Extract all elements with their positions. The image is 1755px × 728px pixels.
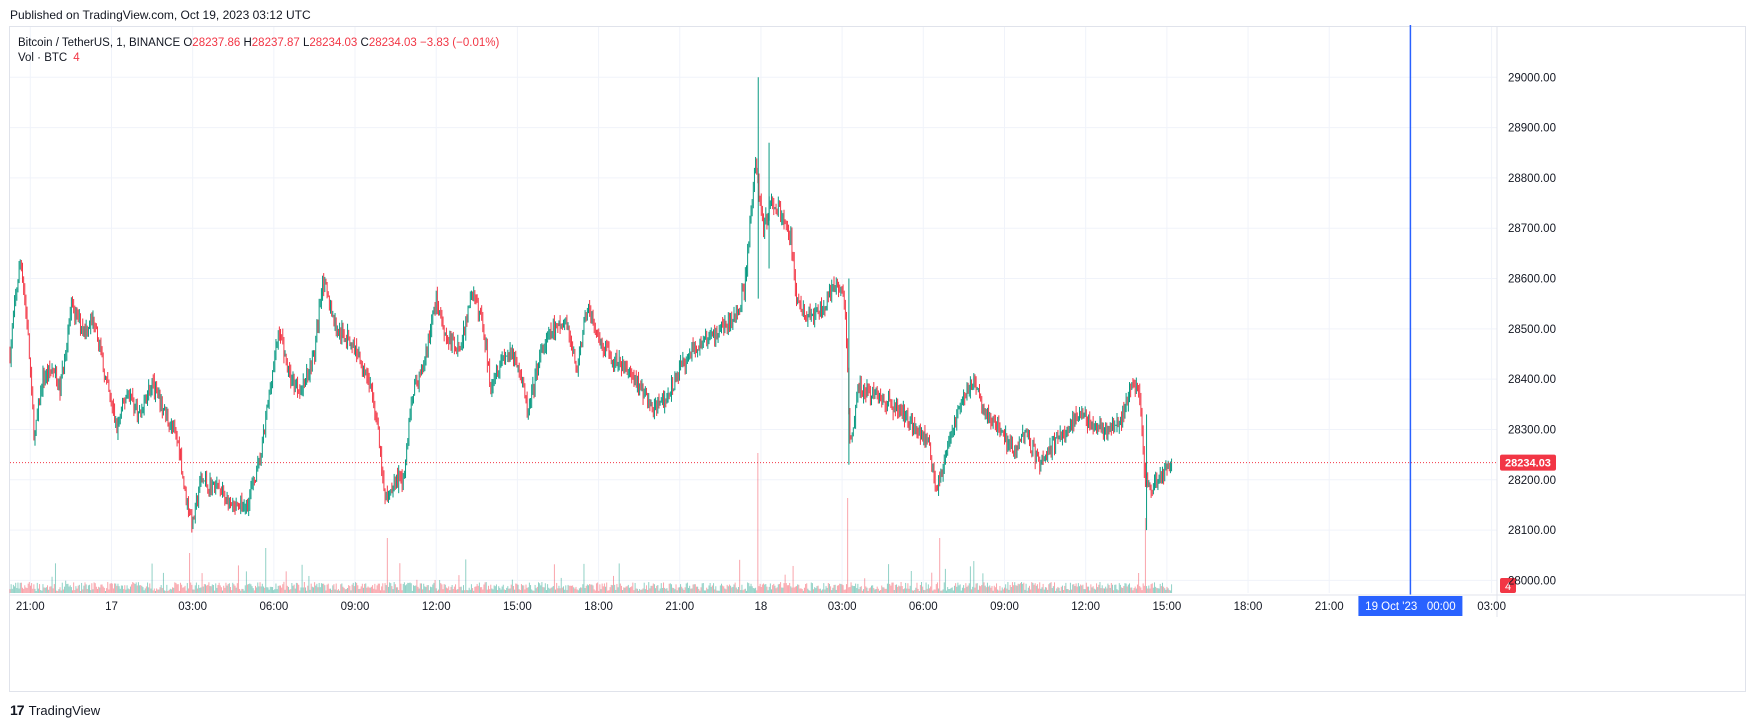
price-axis: 28000.00 28100.00 28200.00 28300.00 28400.00… [1496,26,1556,617]
last-price-badge [1500,454,1556,471]
x-tick-label: 06:00 [909,601,938,613]
symbol-legend: Bitcoin / TetherUS, 1, BINANCE O28237.86… [18,35,499,51]
brand-name: TradingView [28,702,101,718]
x-tick-label: 21:00 [16,601,45,613]
y-tick-label: 28800.00 [1508,173,1556,185]
x-tick-label: 21:00 [665,601,694,613]
y-tick-label: 28600.00 [1508,274,1556,286]
low-value: 28234.03 [309,37,358,49]
x-tick-label: 12:00 [422,601,451,613]
open-label: O [183,37,193,49]
x-tick-label: 09:00 [341,601,370,613]
grid-lines [10,27,1497,593]
y-tick-label: 28100.00 [1508,525,1556,537]
y-tick-label: 28000.00 [1508,575,1556,587]
x-tick-label: 18:00 [1234,601,1263,613]
y-tick-label: 28700.00 [1508,223,1556,235]
low-label: L [302,37,310,49]
candles [9,77,1173,533]
crosshair-time-label: 19 Oct '23 00:00 [1365,601,1455,613]
y-tick-label: 28400.00 [1508,374,1556,386]
high-label: H [243,37,252,49]
x-tick-label: 17 [105,601,118,613]
last-price-label: 28234.03 [1505,458,1551,470]
y-tick-label: 29000.00 [1508,72,1556,84]
high-value: 28237.87 [251,37,300,49]
close-label: C [360,37,369,49]
crosshair-time-badge [1358,596,1463,616]
published-note: Published on TradingView.com, Oct 19, 20… [10,8,311,22]
y-tick-label: 28900.00 [1508,123,1556,135]
x-tick-label: 03:00 [178,601,207,613]
symbol-name: Bitcoin / TetherUS, 1, BINANCE [18,37,181,49]
volume-badge [1500,578,1516,593]
time-axis: 21:00 17 03:00 06:00 09:00 12:00 15:00 18:00 21:… [9,594,1746,613]
x-tick-label: 15:00 [1152,601,1181,613]
open-value: 28237.86 [192,37,241,49]
x-tick-label: 18 [755,601,768,613]
volume-label: Vol · BTC [18,52,68,64]
volume-badge-label: 4 [1505,581,1511,593]
footer-branding[interactable]: 17 TradingView [10,702,100,718]
change-value: −3.83 (−0.01%) [420,37,500,49]
overlay: 28234.03 4 19 Oct '23 00:00 [10,25,1556,616]
volume-legend: Vol · BTC 4 [18,52,80,64]
x-tick-label: 09:00 [990,601,1019,613]
x-tick-label: 12:00 [1071,601,1100,613]
x-tick-label: 15:00 [503,601,532,613]
y-tick-label: 28500.00 [1508,324,1556,336]
x-tick-label: 06:00 [259,601,288,613]
y-tick-label: 28300.00 [1508,424,1556,436]
x-tick-label: 18:00 [584,601,613,613]
volume-bars [9,453,1173,593]
close-value: 28234.03 [368,37,417,49]
volume-value: 4 [73,52,80,64]
y-tick-label: 28200.00 [1508,475,1556,487]
x-tick-label: 03:00 [1477,601,1506,613]
x-tick-label: 21:00 [1315,601,1344,613]
tradingview-logo-icon: 17 [10,702,25,718]
x-tick-label: 03:00 [828,601,857,613]
